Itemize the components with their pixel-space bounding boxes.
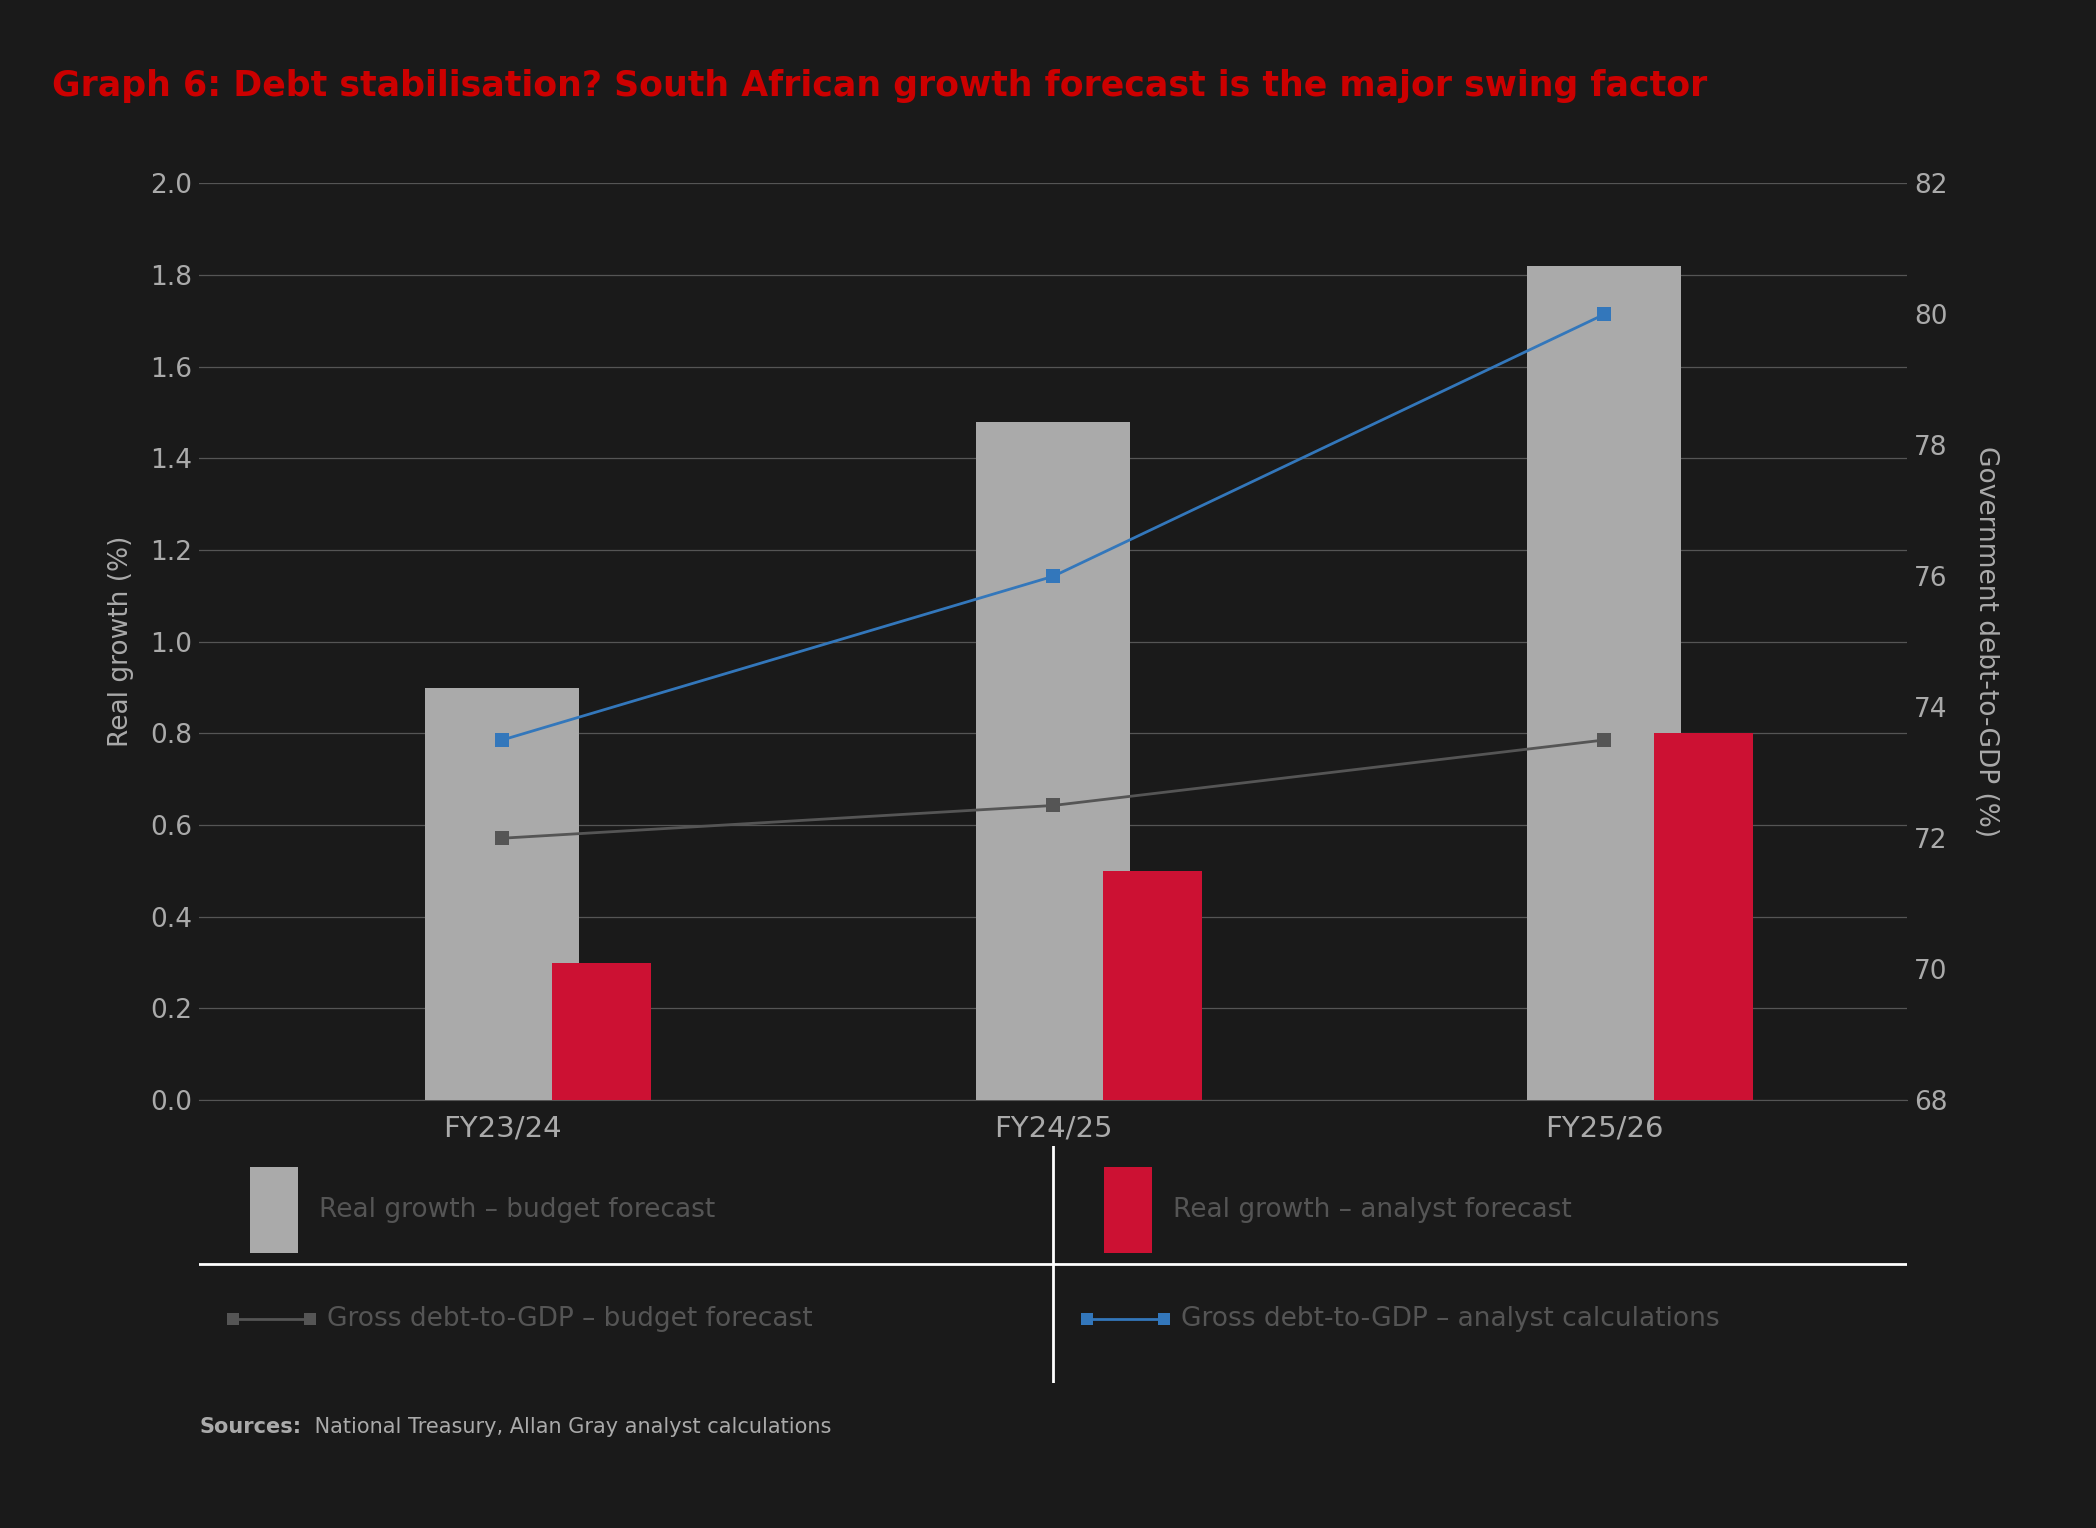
Text: Real growth – budget forecast: Real growth – budget forecast [319,1196,715,1222]
Y-axis label: Real growth (%): Real growth (%) [107,536,134,747]
Text: Sources:: Sources: [199,1418,302,1438]
Bar [1528,266,1681,1100]
Bar [425,688,578,1100]
Bar [1102,871,1201,1100]
Text: National Treasury, Allan Gray analyst calculations: National Treasury, Allan Gray analyst ca… [308,1418,832,1438]
Bar [1654,733,1752,1100]
Bar [977,422,1130,1100]
Text: Gross debt-to-GDP – analyst calculations: Gross debt-to-GDP – analyst calculations [1182,1306,1721,1332]
Bar [551,963,652,1100]
Text: Gross debt-to-GDP – budget forecast: Gross debt-to-GDP – budget forecast [327,1306,813,1332]
Bar [1105,1167,1153,1253]
Text: Graph 6: Debt stabilisation? South African growth forecast is the major swing fa: Graph 6: Debt stabilisation? South Afric… [52,69,1708,102]
Bar [249,1167,298,1253]
Y-axis label: Government debt-to-GDP (%): Government debt-to-GDP (%) [1972,446,2000,837]
Text: Real growth – analyst forecast: Real growth – analyst forecast [1174,1196,1572,1222]
